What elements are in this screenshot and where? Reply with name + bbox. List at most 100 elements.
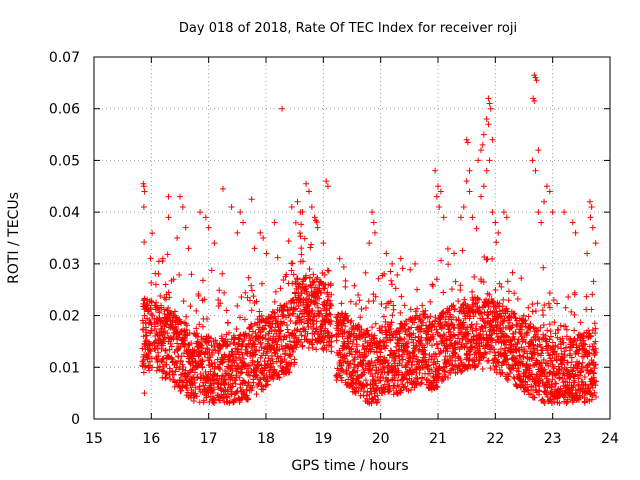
data-point — [156, 308, 163, 315]
data-point — [283, 370, 290, 377]
data-point — [292, 320, 299, 327]
data-point — [149, 230, 156, 237]
data-point — [265, 336, 272, 343]
data-point — [153, 367, 160, 374]
y-tick-label: 0.01 — [49, 360, 80, 376]
data-point — [233, 372, 240, 379]
data-point — [158, 345, 165, 352]
y-tick-label: 0.07 — [49, 50, 80, 66]
data-point — [166, 294, 173, 301]
data-point — [271, 298, 278, 305]
data-point — [239, 341, 246, 348]
data-point — [245, 341, 252, 348]
data-point — [263, 371, 270, 378]
data-point — [257, 339, 264, 346]
data-point — [292, 219, 299, 226]
data-point — [250, 379, 257, 386]
data-point — [251, 361, 258, 368]
data-point — [228, 363, 235, 370]
data-point — [292, 294, 299, 301]
data-point — [287, 362, 294, 369]
data-point — [292, 290, 299, 297]
data-point — [264, 381, 271, 388]
data-point — [190, 397, 197, 404]
data-point — [148, 311, 155, 318]
data-point — [151, 346, 158, 353]
data-point — [181, 335, 188, 342]
data-point — [226, 370, 233, 377]
data-point — [149, 312, 156, 319]
data-point — [285, 329, 292, 336]
data-point — [175, 353, 182, 360]
data-point — [279, 311, 286, 318]
data-point — [147, 304, 154, 311]
data-point — [178, 353, 185, 360]
x-tick-label: 20 — [372, 431, 390, 447]
data-point — [148, 279, 155, 286]
data-point — [289, 331, 296, 338]
x-axis-label: GPS time / hours — [291, 458, 408, 474]
data-point — [172, 314, 179, 321]
data-point — [157, 293, 164, 300]
data-point — [215, 296, 222, 303]
data-point — [170, 276, 177, 283]
data-point — [249, 357, 256, 364]
data-point — [245, 396, 252, 403]
data-point — [210, 386, 217, 393]
data-point — [204, 316, 211, 323]
data-point — [281, 319, 288, 326]
data-point — [295, 303, 302, 310]
y-axis-label: ROTI / TECUs — [6, 192, 22, 284]
data-point — [267, 360, 274, 367]
data-point — [226, 341, 233, 348]
data-point — [283, 322, 290, 329]
data-point — [256, 308, 263, 315]
data-point — [275, 336, 282, 343]
data-point — [252, 351, 259, 358]
data-point — [286, 352, 293, 359]
data-point — [195, 292, 202, 299]
data-point — [291, 306, 298, 313]
data-point — [176, 384, 183, 391]
data-point — [253, 298, 260, 305]
data-point — [241, 360, 248, 367]
data-point — [141, 239, 148, 246]
data-point — [159, 339, 166, 346]
data-point — [283, 271, 290, 278]
data-point — [167, 376, 174, 383]
data-point — [204, 346, 211, 353]
data-point — [223, 307, 230, 314]
data-point — [152, 281, 159, 288]
data-point — [161, 306, 168, 313]
data-point — [184, 385, 191, 392]
data-point — [180, 363, 187, 370]
data-point — [281, 356, 288, 363]
data-point — [148, 299, 155, 306]
data-point — [226, 329, 233, 336]
data-point — [258, 280, 265, 287]
data-point — [208, 267, 215, 274]
data-point — [184, 322, 191, 329]
data-point — [148, 327, 155, 334]
data-point — [248, 307, 255, 314]
data-point — [196, 321, 203, 328]
data-point — [166, 346, 173, 353]
data-point — [199, 358, 206, 365]
data-point — [283, 300, 290, 307]
data-point — [214, 356, 221, 363]
y-tick-label: 0.03 — [49, 257, 80, 273]
data-point — [183, 313, 190, 320]
x-tick-label: 16 — [142, 431, 160, 447]
data-point — [140, 360, 147, 367]
data-point — [142, 364, 149, 371]
data-point — [276, 374, 283, 381]
data-point — [273, 344, 280, 351]
data-point — [171, 308, 178, 315]
data-point — [232, 345, 239, 352]
data-point — [217, 344, 224, 351]
data-point — [212, 337, 219, 344]
data-point — [174, 360, 181, 367]
data-point — [165, 304, 172, 311]
data-point — [209, 351, 216, 358]
data-point — [148, 355, 155, 362]
